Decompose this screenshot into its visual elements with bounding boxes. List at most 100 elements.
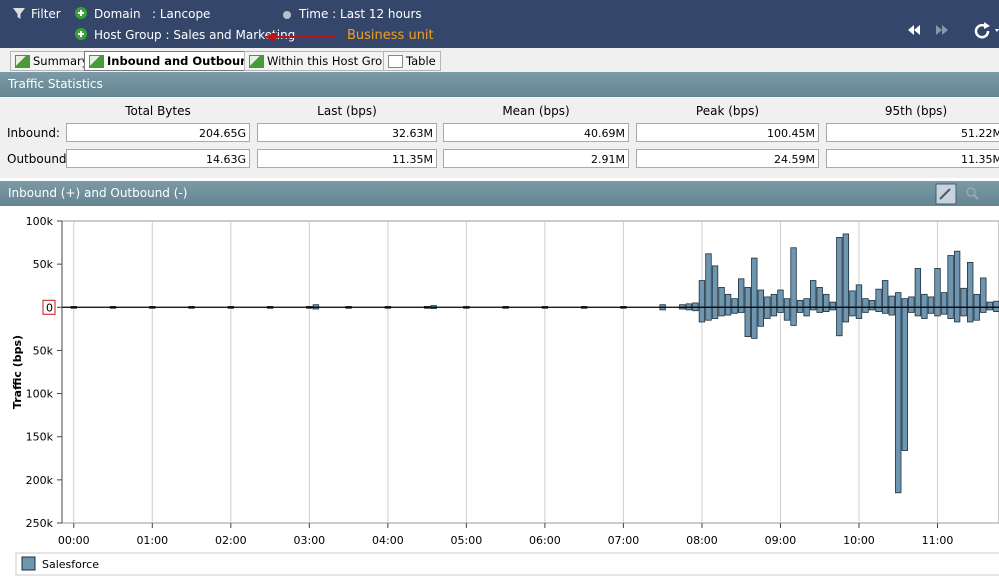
bar (895, 292, 902, 308)
bar (960, 287, 967, 308)
bar (862, 306, 869, 313)
bar (757, 289, 765, 308)
bar (842, 233, 850, 308)
bar (993, 306, 999, 312)
chart-header: Inbound (+) and Outbound (-) (0, 181, 999, 206)
stat-cell: 100.45M (636, 123, 819, 142)
bar (849, 290, 856, 308)
bar (731, 298, 738, 308)
bar (993, 300, 999, 308)
annotation: Business unit (347, 28, 434, 43)
bar (862, 298, 869, 308)
bar (783, 306, 791, 321)
bar (718, 306, 725, 317)
host-icon (75, 28, 87, 40)
y-axis-title: Traffic (bps) (11, 335, 24, 409)
y-tick-label: 0 (46, 301, 53, 314)
x-tick-label: 10:00 (843, 534, 875, 547)
bar (908, 296, 915, 308)
bar (705, 306, 712, 321)
chart-tools[interactable] (935, 183, 985, 205)
y-tick-label: 100k (26, 215, 54, 228)
y-tick-label: 200k (26, 474, 54, 487)
bar (960, 306, 967, 317)
x-tick-label: 05:00 (451, 534, 483, 547)
bar (816, 306, 823, 313)
bar (940, 306, 948, 315)
bar (914, 268, 922, 308)
bar (953, 250, 961, 308)
bar (718, 287, 725, 308)
bar (855, 306, 863, 319)
bar (738, 306, 745, 313)
stat-cell: 204.65G (66, 123, 250, 142)
tab-label: Summary (33, 54, 89, 68)
bar (790, 247, 797, 308)
bar (757, 306, 765, 327)
tab[interactable]: Summary (10, 51, 94, 71)
column-header: 95th (bps) (884, 104, 948, 118)
bar (901, 298, 908, 308)
bar (836, 306, 843, 337)
x-tick-label: 01:00 (136, 534, 168, 547)
bar (790, 306, 797, 326)
tab[interactable]: Inbound and Outbound (84, 51, 262, 71)
domain-label: Domain (94, 7, 141, 21)
y-tick-label: 250k (26, 517, 54, 530)
tab-label: Inbound and Outbound (107, 54, 257, 68)
y-tick-label: 50k (33, 344, 54, 357)
y-tick-label: 50k (33, 258, 54, 271)
bar (829, 301, 836, 308)
stats-header: Traffic Statistics (0, 72, 999, 97)
bar (724, 306, 732, 316)
bar (842, 306, 850, 323)
y-tick-label: 150k (26, 431, 54, 444)
bar (764, 296, 771, 308)
bar (914, 306, 922, 317)
bar (973, 293, 980, 308)
x-tick-label: 03:00 (293, 534, 325, 547)
bar (875, 288, 882, 308)
tab[interactable]: Within this Host Group (244, 51, 402, 71)
bar (849, 306, 856, 317)
bar (770, 293, 778, 308)
bar (855, 284, 863, 308)
column-header: Peak (bps) (695, 104, 760, 118)
legend-label: Salesforce (42, 558, 99, 571)
highlight-box (42, 299, 56, 315)
tab[interactable]: Table (383, 51, 441, 71)
bar (796, 306, 804, 313)
chart-panel-title: Inbound (+) and Outbound (-) (8, 186, 188, 200)
top-bar: Filter Domain : Lancope Host Group : Sal… (0, 0, 999, 48)
plot-area (61, 220, 999, 524)
bar (927, 296, 935, 308)
bar (881, 306, 889, 314)
bar (796, 299, 804, 308)
bar (980, 277, 987, 308)
toolbar-icons[interactable] (905, 20, 999, 40)
bar (738, 278, 745, 308)
bar (770, 306, 778, 317)
row-label: Inbound: (7, 126, 60, 140)
filter[interactable]: Filter (31, 7, 61, 21)
bar (986, 301, 994, 308)
bar (836, 236, 843, 308)
bar (698, 280, 706, 308)
bar (967, 306, 974, 323)
tab-label: Within this Host Group (267, 54, 397, 68)
bar (980, 306, 987, 313)
bar (764, 306, 771, 319)
x-tick-label: 04:00 (372, 534, 404, 547)
chart: 00:00 01:00 02:00 03:00 04:00 05:00 06:00 07:00… (11, 215, 999, 576)
bar (803, 298, 810, 308)
stat-cell: 51.22M (826, 123, 999, 142)
x-tick-label: 07:00 (608, 534, 640, 547)
x-tick-label: 06:00 (529, 534, 561, 547)
bar (777, 306, 784, 313)
bar (809, 280, 817, 308)
stat-cell: 24.59M (636, 149, 819, 168)
stat-cell: 40.69M (443, 123, 629, 142)
bar (927, 306, 935, 314)
x-tick-label: 08:00 (686, 534, 718, 547)
bar (973, 306, 980, 321)
